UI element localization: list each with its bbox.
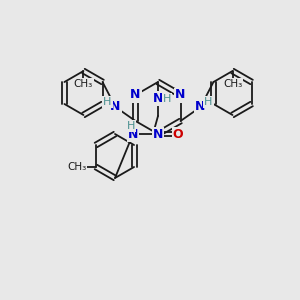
Text: N: N [153, 128, 163, 140]
Text: N: N [110, 100, 121, 113]
Text: H: H [163, 94, 171, 104]
Text: N: N [153, 92, 163, 104]
Text: N: N [175, 88, 186, 101]
Text: CH₃: CH₃ [67, 162, 87, 172]
Text: N: N [128, 128, 138, 140]
Text: N: N [130, 88, 141, 101]
Text: H: H [127, 121, 135, 131]
Text: CH₃: CH₃ [74, 79, 93, 89]
Text: CH₃: CH₃ [223, 79, 242, 89]
Text: O: O [173, 128, 183, 140]
Text: H: H [204, 97, 213, 107]
Text: H: H [103, 97, 112, 107]
Text: N: N [195, 100, 206, 113]
